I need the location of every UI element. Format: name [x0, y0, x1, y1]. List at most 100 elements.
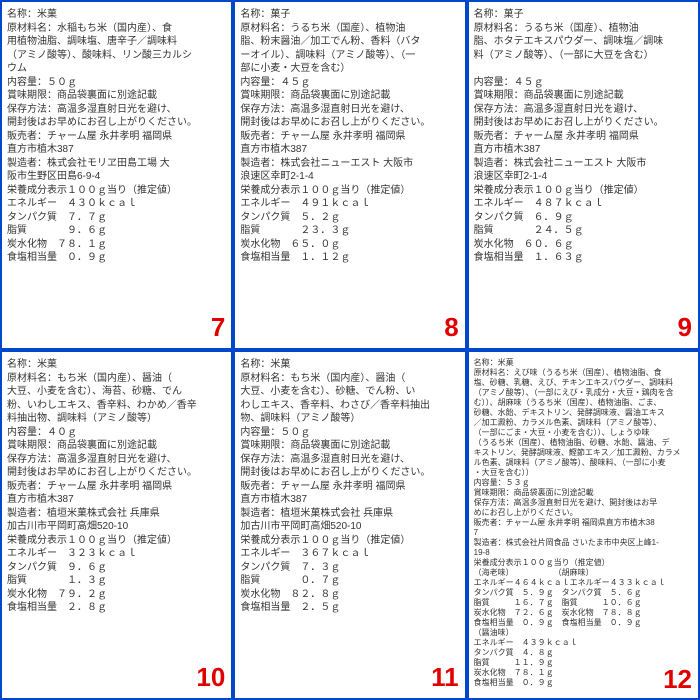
- text-line: 製造者：株式会社ニューエスト 大阪市: [474, 157, 693, 171]
- text-line: 開封後はお早めにお召し上がりください。: [474, 116, 693, 130]
- text-line: めにお召し上がりください。: [474, 508, 693, 518]
- text-line: 食塩相当量 ２．８ｇ: [7, 601, 226, 615]
- text-line: 原材料名：もち米（国内産）、醤油（: [240, 372, 459, 386]
- text-line: 粉、いわしエキス、香辛料、わかめ／香辛: [7, 399, 226, 413]
- text-line: ウム: [7, 62, 226, 76]
- text-line: 賞味期限：商品袋裏面に別途記載: [474, 488, 693, 498]
- text-line: 保存方法：高温多湿直射日光を避け、開封後はお早: [474, 498, 693, 508]
- text-line: 販売者：チャーム屋 永井孝明 福岡県: [7, 130, 226, 144]
- text-line: 内容量：４５ｇ: [474, 76, 693, 90]
- panel-12-content: 名称：米菓原材料名：えび味（うるち米（国産）、植物油脂、食塩、砂糖、乳糖、えび、…: [474, 358, 693, 688]
- text-line: 砂糖、水飴、デキストリン、発酵調味液、醤油エキス: [474, 408, 693, 418]
- text-line: エネルギー ４３９ｋｃａｌ: [474, 638, 693, 648]
- text-line: （一部にごま・大豆・小麦を含む））、しょうゆ味: [474, 428, 693, 438]
- text-line: 脂、粉末醤油／加工でん粉、香料（バタ: [240, 35, 459, 49]
- text-line: 大豆、小麦を含む）、海苔、砂糖、でん: [7, 385, 226, 399]
- text-line: 販売者：チャーム屋 永井孝明 福岡県: [240, 130, 459, 144]
- panel-10-number: 10: [196, 660, 225, 695]
- text-line: 塩、砂糖、乳糖、えび、チキンエキスパウダー、調味料: [474, 378, 693, 388]
- text-line: 炭水化物 ６０．６ｇ: [474, 238, 693, 252]
- text-line: 加古川市平岡町高畑520-10: [7, 520, 226, 534]
- text-line: 保存方法：高温多湿直射日光を避け、: [240, 453, 459, 467]
- text-line: 食塩相当量 １．６３ｇ: [474, 251, 693, 265]
- text-line: （アミノ酸等）、酸味料、リン酸三カルシ: [7, 49, 226, 63]
- text-line: 原材料名：うるち米（国産）、植物油: [474, 22, 693, 36]
- text-line: 製造者：植垣米菓株式会社 兵庫県: [240, 507, 459, 521]
- text-line: 脂質 ２４．５ｇ: [474, 224, 693, 238]
- text-line: タンパク質 ７．３ｇ: [240, 561, 459, 575]
- text-line: 内容量：５０ｇ: [7, 76, 226, 90]
- panel-10: 名称：米菓原材料名：もち米（国内産）、醤油（大豆、小麦を含む）、海苔、砂糖、でん…: [0, 350, 233, 700]
- text-line: 販売者：チャーム屋 永井孝明 福岡県直方市植木38: [474, 518, 693, 528]
- text-line: 栄養成分表示１００ｇ当り（推定値）: [7, 534, 226, 548]
- text-line: 脂質 １．３ｇ: [7, 574, 226, 588]
- text-line: 浪速区幸町2-1-4: [474, 170, 693, 184]
- text-line: エネルギー ４９１ｋｃａｌ: [240, 197, 459, 211]
- text-line: 食塩相当量 ２．５ｇ: [240, 601, 459, 615]
- text-line: 用植物油脂、調味塩、唐辛子／調味料: [7, 35, 226, 49]
- panel-8-content: 名称：菓子原材料名：うるち米（国産）、植物油脂、粉末醤油／加工でん粉、香料（バタ…: [240, 8, 459, 265]
- panel-11-content: 名称：米菓原材料名：もち米（国内産）、醤油（大豆、小麦を含む）、砂糖、でん粉、い…: [240, 358, 459, 615]
- text-line: 直方市植木387: [7, 143, 226, 157]
- text-line: 製造者：株式会社モリヱ田島工場 大: [7, 157, 226, 171]
- text-line: 保存方法：高温多湿直射日光を避け、: [7, 103, 226, 117]
- text-line: 栄養成分表示１００ｇ当り（推定値）: [474, 184, 693, 198]
- panel-7-content: 名称：米菓原材料名：水稲もち米（国内産）、食用植物油脂、調味塩、唐辛子／調味料（…: [7, 8, 226, 265]
- text-line: 販売者：チャーム屋 永井孝明 福岡県: [474, 130, 693, 144]
- panel-11: 名称：米菓原材料名：もち米（国内産）、醤油（大豆、小麦を含む）、砂糖、でん粉、い…: [233, 350, 466, 700]
- text-line: 開封後はお早めにお召し上がりください。: [240, 116, 459, 130]
- text-line: 7: [474, 528, 693, 538]
- text-line: 内容量：４０ｇ: [7, 426, 226, 440]
- text-line: ・大豆を含む））: [474, 468, 693, 478]
- text-line: 製造者：株式会社ニューエスト 大阪市: [240, 157, 459, 171]
- text-line: タンパク質 ５．９ｇ タンパク質 ５．６ｇ: [474, 588, 693, 598]
- text-line: 栄養成分表示１００ｇ当り（推定値）: [7, 184, 226, 198]
- panel-9: 名称：菓子原材料名：うるち米（国産）、植物油脂、ホタテエキスパウダー、調味塩／調…: [467, 0, 700, 350]
- text-line: 料抽出物、調味料（アミノ酸等）: [7, 412, 226, 426]
- text-line: 脂質 ２３．３ｇ: [240, 224, 459, 238]
- text-line: 名称：米菓: [7, 8, 226, 22]
- text-line: ーオイル）、調味料（アミノ酸等）、（一: [240, 49, 459, 63]
- text-line: 保存方法：高温多湿直射日光を避け、: [7, 453, 226, 467]
- panel-7-number: 7: [211, 310, 225, 345]
- panel-7: 名称：米菓原材料名：水稲もち米（国内産）、食用植物油脂、調味塩、唐辛子／調味料（…: [0, 0, 233, 350]
- text-line: （アミノ酸等）、（一部にえび・乳成分・大豆・鶏肉を含: [474, 388, 693, 398]
- text-line: 名称：菓子: [240, 8, 459, 22]
- text-line: 炭水化物 ７８．１ｇ: [7, 238, 226, 252]
- text-line: 脂質 １６．７ｇ 脂質 １０．６ｇ: [474, 598, 693, 608]
- text-line: 食塩相当量 ０．９ｇ: [7, 251, 226, 265]
- text-line: 直方市植木387: [7, 493, 226, 507]
- text-line: 名称：菓子: [474, 8, 693, 22]
- text-line: 脂、ホタテエキスパウダー、調味塩／調味: [474, 35, 693, 49]
- text-line: 加古川市平岡町高畑520-10: [240, 520, 459, 534]
- text-line: （うるち米（国産）、植物油脂、砂糖、水飴、醤油、デ: [474, 438, 693, 448]
- text-line: 食塩相当量 ０．９ｇ 食塩相当量 ０．９ｇ: [474, 618, 693, 628]
- panel-8-number: 8: [444, 310, 458, 345]
- text-line: 開封後はお早めにお召し上がりください。: [7, 116, 226, 130]
- text-line: 名称：米菓: [240, 358, 459, 372]
- text-line: 名称：米菓: [474, 358, 693, 368]
- text-line: 賞味期限：商品袋裏面に別途記載: [240, 89, 459, 103]
- text-line: 物、調味料（アミノ酸等）: [240, 412, 459, 426]
- text-line: 直方市植木387: [474, 143, 693, 157]
- text-line: 販売者：チャーム屋 永井孝明 福岡県: [240, 480, 459, 494]
- text-line: 賞味期限：商品袋裏面に別途記載: [474, 89, 693, 103]
- text-line: 炭水化物 ８２．８ｇ: [240, 588, 459, 602]
- text-line: タンパク質 ４．８ｇ: [474, 648, 693, 658]
- text-line: 大豆、小麦を含む）、砂糖、でん粉、い: [240, 385, 459, 399]
- text-line: タンパク質 ９．６ｇ: [7, 561, 226, 575]
- text-line: 原材料名：もち米（国内産）、醤油（: [7, 372, 226, 386]
- text-line: 炭水化物 ７８．１ｇ: [474, 668, 693, 678]
- text-line: 脂質 ０．７ｇ: [240, 574, 459, 588]
- text-line: 食塩相当量 １．１２ｇ: [240, 251, 459, 265]
- text-line: 炭水化物 ７９．２ｇ: [7, 588, 226, 602]
- text-line: 阪市生野区田島6-9-4: [7, 170, 226, 184]
- panel-9-content: 名称：菓子原材料名：うるち米（国産）、植物油脂、ホタテエキスパウダー、調味塩／調…: [474, 8, 693, 265]
- text-line: 保存方法：高温多湿直射日光を避け、: [474, 103, 693, 117]
- panel-12-number: 12: [663, 663, 692, 696]
- text-line: 食塩相当量 ０．９ｇ: [474, 678, 693, 688]
- text-line: 炭水化物 ７２．６ｇ 炭水化物 ７８．８ｇ: [474, 608, 693, 618]
- text-line: 直方市植木387: [240, 143, 459, 157]
- text-line: （海老味） （胡麻味）: [474, 568, 693, 578]
- text-line: 賞味期限：商品袋裏面に別途記載: [240, 439, 459, 453]
